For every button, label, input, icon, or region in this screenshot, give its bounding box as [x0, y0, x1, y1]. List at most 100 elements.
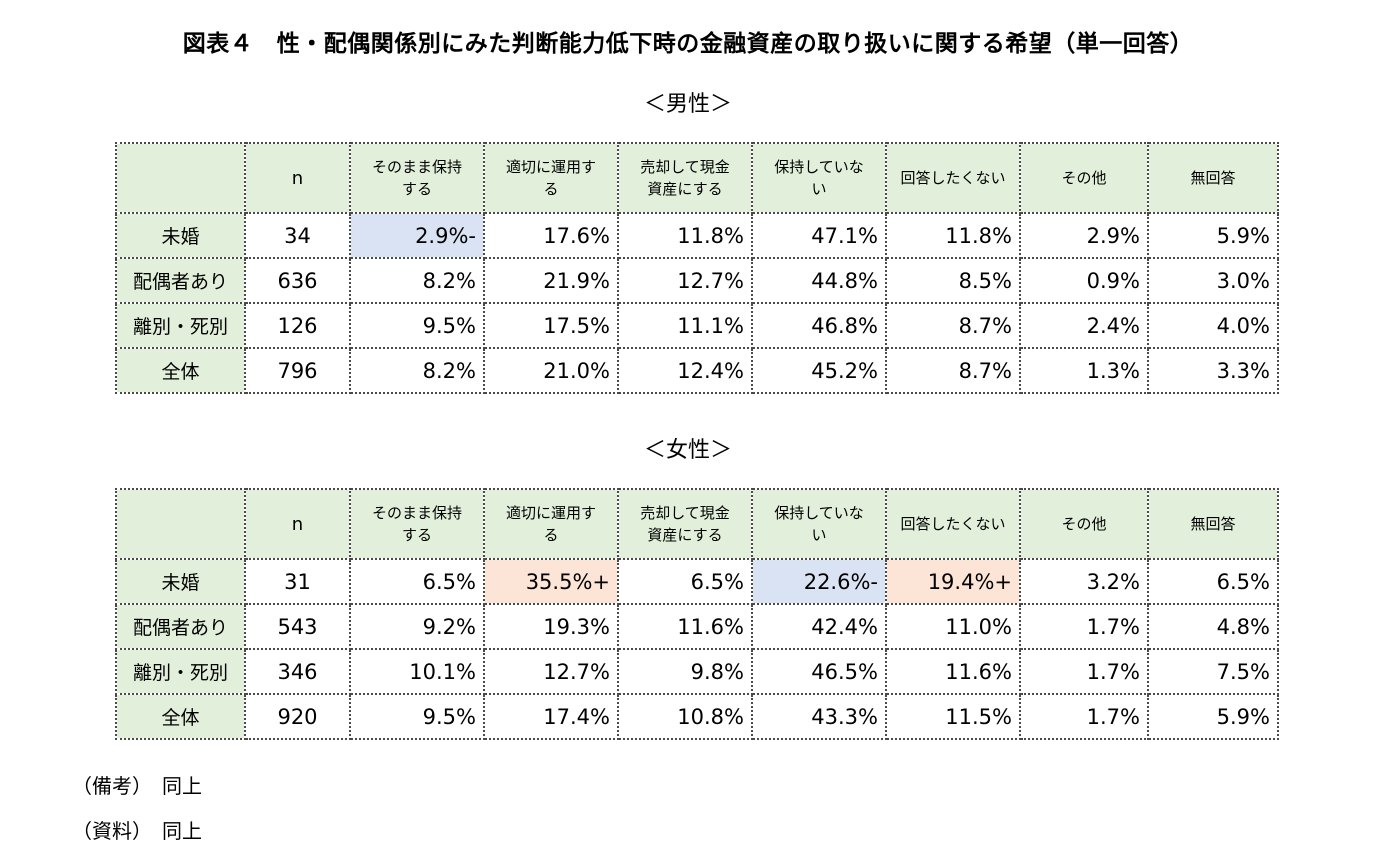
n-value: 920 — [244, 693, 351, 740]
data-cell-highlighted: 2.9%- — [349, 212, 485, 259]
corner-cell — [115, 142, 246, 214]
data-cell: 6.5% — [1147, 558, 1279, 605]
section-title-female: ＜女性＞ — [643, 438, 732, 463]
n-value: 543 — [244, 603, 351, 650]
data-cell: 8.7% — [885, 347, 1021, 394]
column-header: 回答したくない — [885, 142, 1021, 214]
data-cell: 12.7% — [617, 257, 753, 304]
data-cell: 10.8% — [617, 693, 753, 740]
table-female: n そのまま保持 する 適切に運用す る売却して現金 資産にする 保持していな い回答… — [115, 488, 1279, 740]
column-header: そのまま保持 する — [349, 142, 485, 214]
data-cell: 8.7% — [885, 302, 1021, 349]
column-header: その他 — [1019, 142, 1149, 214]
corner-cell — [115, 488, 246, 560]
data-cell: 7.5% — [1147, 648, 1279, 695]
table-row: 離別・死別 346 10.1% 12.7% 9.8% 46.5% 11.6% 1.7% 7.5% — [115, 648, 1279, 695]
table-row: 未婚 31 6.5% 35.5%+ 6.5% 22.6%- 19.4%+ 3.2% 6.5% — [115, 558, 1279, 605]
n-value: 796 — [244, 347, 351, 394]
footnote-source: （資料） 同上 — [72, 819, 202, 843]
data-cell: 4.8% — [1147, 603, 1279, 650]
data-cell: 12.7% — [483, 648, 619, 695]
page-title: 図表４ 性・配偶関係別にみた判断能力低下時の金融資産の取り扱いに関する希望（単一… — [182, 31, 1194, 57]
column-header: 無回答 — [1147, 142, 1279, 214]
column-header: そのまま保持 する — [349, 488, 485, 560]
data-cell: 2.9% — [1019, 212, 1149, 259]
column-header: 売却して現金 資産にする — [617, 488, 753, 560]
column-header: 売却して現金 資産にする — [617, 142, 753, 214]
n-value: 346 — [244, 648, 351, 695]
data-cell: 46.5% — [751, 648, 887, 695]
data-cell: 3.0% — [1147, 257, 1279, 304]
column-header: n — [244, 142, 351, 214]
row-label: 配偶者あり — [115, 257, 246, 304]
data-cell: 11.1% — [617, 302, 753, 349]
data-cell: 43.3% — [751, 693, 887, 740]
column-header: 保持していな い — [751, 142, 887, 214]
row-label: 全体 — [115, 693, 246, 740]
data-cell: 9.5% — [349, 302, 485, 349]
data-cell: 5.9% — [1147, 693, 1279, 740]
column-header: 適切に運用す る — [483, 142, 619, 214]
table-row: 離別・死別 126 9.5% 17.5% 11.1% 46.8% 8.7% 2.4% 4.0% — [115, 302, 1279, 349]
row-label: 配偶者あり — [115, 603, 246, 650]
column-header: 回答したくない — [885, 488, 1021, 560]
data-cell: 9.2% — [349, 603, 485, 650]
data-cell: 21.9% — [483, 257, 619, 304]
data-cell: 6.5% — [617, 558, 753, 605]
data-cell: 2.4% — [1019, 302, 1149, 349]
data-cell: 4.0% — [1147, 302, 1279, 349]
data-cell: 12.4% — [617, 347, 753, 394]
data-cell-highlighted: 19.4%+ — [885, 558, 1021, 605]
data-cell: 9.5% — [349, 693, 485, 740]
n-value: 31 — [244, 558, 351, 605]
data-cell: 21.0% — [483, 347, 619, 394]
data-cell: 17.4% — [483, 693, 619, 740]
section-title-male: ＜男性＞ — [643, 92, 732, 117]
header-row: n そのまま保持 する 適切に運用す る売却して現金 資産にする 保持していな い回答… — [115, 142, 1279, 214]
data-cell: 11.0% — [885, 603, 1021, 650]
column-header: 適切に運用す る — [483, 488, 619, 560]
data-cell: 11.5% — [885, 693, 1021, 740]
row-label: 離別・死別 — [115, 648, 246, 695]
row-label: 未婚 — [115, 558, 246, 605]
data-cell: 42.4% — [751, 603, 887, 650]
table-male: n そのまま保持 する 適切に運用す る売却して現金 資産にする 保持していな い回答… — [115, 142, 1279, 394]
data-cell: 11.8% — [617, 212, 753, 259]
data-cell: 11.8% — [885, 212, 1021, 259]
data-cell: 19.3% — [483, 603, 619, 650]
row-label: 未婚 — [115, 212, 246, 259]
data-cell: 8.2% — [349, 257, 485, 304]
data-cell: 8.2% — [349, 347, 485, 394]
table-row: 配偶者あり 543 9.2% 19.3% 11.6% 42.4% 11.0% 1.7% 4.8% — [115, 603, 1279, 650]
data-cell: 46.8% — [751, 302, 887, 349]
column-header: n — [244, 488, 351, 560]
data-cell: 6.5% — [349, 558, 485, 605]
data-cell: 44.8% — [751, 257, 887, 304]
header-row: n そのまま保持 する 適切に運用す る売却して現金 資産にする 保持していな い回答… — [115, 488, 1279, 560]
data-cell: 0.9% — [1019, 257, 1149, 304]
footnotes: （備考） 同上 （資料） 同上 — [72, 770, 1376, 844]
column-header: その他 — [1019, 488, 1149, 560]
data-cell: 11.6% — [617, 603, 753, 650]
data-cell-highlighted: 22.6%- — [751, 558, 887, 605]
data-cell: 17.6% — [483, 212, 619, 259]
data-cell: 1.7% — [1019, 648, 1149, 695]
column-header: 保持していな い — [751, 488, 887, 560]
data-cell: 3.2% — [1019, 558, 1149, 605]
n-value: 34 — [244, 212, 351, 259]
table-row: 全体 920 9.5% 17.4% 10.8% 43.3% 11.5% 1.7% 5.9% — [115, 693, 1279, 740]
footnote-remark: （備考） 同上 — [72, 774, 202, 798]
data-cell: 17.5% — [483, 302, 619, 349]
data-cell: 5.9% — [1147, 212, 1279, 259]
table-row: 配偶者あり 636 8.2% 21.9% 12.7% 44.8% 8.5% 0.9% 3.0% — [115, 257, 1279, 304]
data-cell-highlighted: 35.5%+ — [483, 558, 619, 605]
data-cell: 11.6% — [885, 648, 1021, 695]
data-cell: 45.2% — [751, 347, 887, 394]
data-cell: 8.5% — [885, 257, 1021, 304]
table-row: 未婚 34 2.9%- 17.6% 11.8% 47.1% 11.8% 2.9% 5.9% — [115, 212, 1279, 259]
data-cell: 3.3% — [1147, 347, 1279, 394]
table-row: 全体 796 8.2% 21.0% 12.4% 45.2% 8.7% 1.3% 3.3% — [115, 347, 1279, 394]
data-cell: 10.1% — [349, 648, 485, 695]
data-cell: 1.7% — [1019, 603, 1149, 650]
